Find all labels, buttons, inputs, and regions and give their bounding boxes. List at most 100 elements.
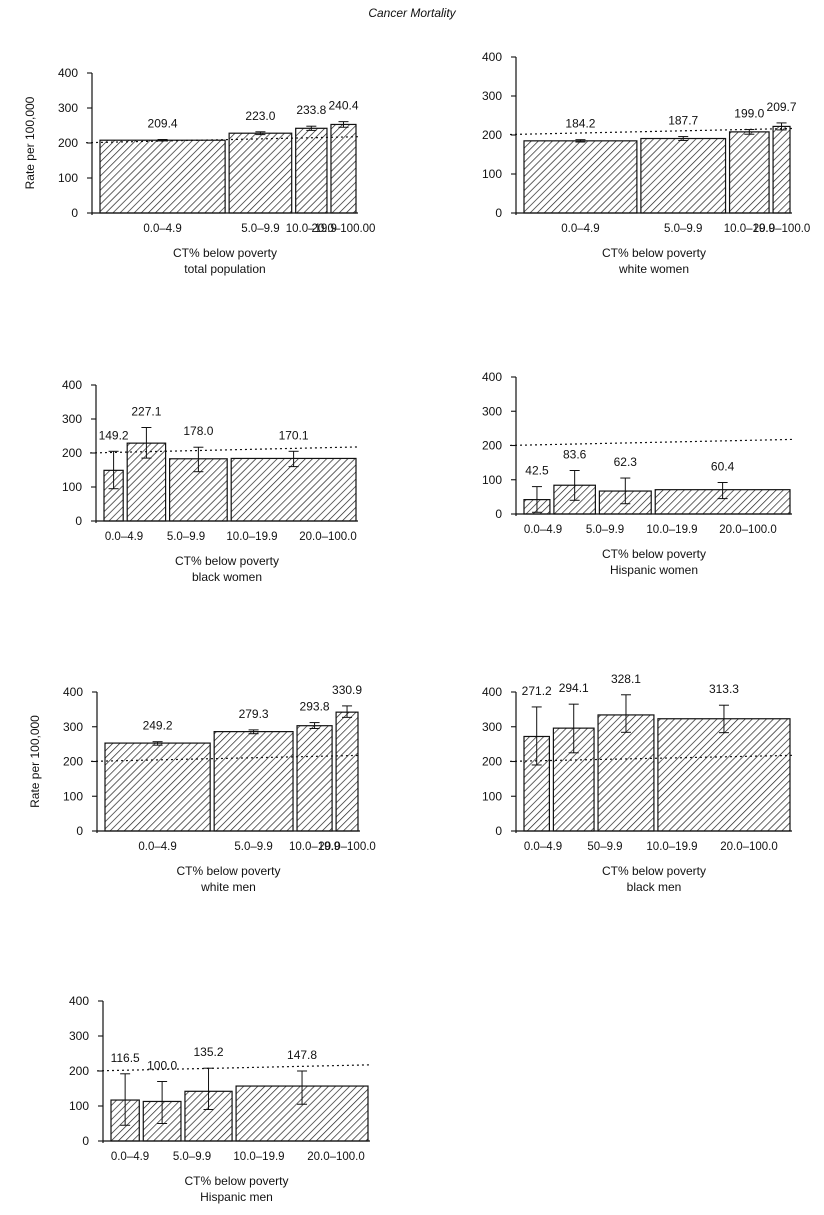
subgroup-label: white women bbox=[618, 262, 689, 276]
x-axis-label: CT% below poverty bbox=[176, 864, 280, 878]
x-tick-label: 10.0–19.9 bbox=[646, 524, 697, 536]
y-tick-label: 400 bbox=[62, 378, 82, 392]
x-tick-label: 0.0–4.9 bbox=[105, 531, 143, 543]
value-label: 184.2 bbox=[565, 117, 595, 131]
reference-line bbox=[97, 1065, 370, 1071]
value-label: 62.3 bbox=[614, 455, 638, 469]
bar-4 bbox=[331, 124, 356, 213]
y-tick-label: 300 bbox=[69, 1029, 89, 1043]
y-tick-label: 100 bbox=[482, 473, 502, 487]
value-label: 100.0 bbox=[147, 1059, 177, 1073]
chart-panel-7: 0100200300400116.5100.0135.2 147.80.0–4.9… bbox=[69, 994, 370, 1204]
value-label: 199.0 bbox=[734, 107, 764, 121]
x-axis-label: CT% below poverty bbox=[175, 554, 279, 568]
x-tick-label: 0.0–4.9 bbox=[111, 1151, 149, 1163]
value-label: 330.9 bbox=[332, 683, 362, 697]
bar-2 bbox=[229, 133, 292, 213]
x-tick-label: 20.0–100.0 bbox=[318, 841, 376, 853]
y-tick-label: 200 bbox=[63, 755, 83, 769]
y-axis-label: Rate per 100,000 bbox=[23, 96, 37, 189]
bar-4 bbox=[336, 712, 358, 831]
y-tick-label: 300 bbox=[482, 89, 502, 103]
x-tick-label: 5.0–9.9 bbox=[234, 841, 272, 853]
y-tick-label: 200 bbox=[482, 755, 502, 769]
value-label: 42.5 bbox=[525, 464, 549, 478]
y-tick-label: 0 bbox=[495, 507, 502, 521]
x-tick-label: 20.0–100.0 bbox=[753, 223, 811, 235]
value-label: 313.3 bbox=[709, 682, 739, 696]
chart-panel-2: 0 100 200 300 400 184.2 187.7 199.0 209.7 0.0–4.9… bbox=[482, 50, 810, 276]
bar-4 bbox=[773, 126, 790, 213]
y-tick-label: 100 bbox=[69, 1099, 89, 1113]
value-label: 249.2 bbox=[143, 719, 173, 733]
chart-panel-4: 0 100 200 300 400 42.5 83.6 62.3 60.4 0.0–4.9 5.0–… bbox=[482, 370, 792, 577]
value-label: 116.5 bbox=[111, 1051, 140, 1065]
value-label: 209.7 bbox=[767, 100, 797, 114]
y-tick-label: 300 bbox=[482, 720, 502, 734]
x-tick-label: 20.0–100.0 bbox=[719, 524, 777, 536]
y-tick-label: 200 bbox=[58, 136, 78, 150]
value-label: 149.2 bbox=[99, 428, 129, 442]
value-label: 178.0 bbox=[183, 424, 213, 438]
value-label: 135.2 bbox=[194, 1045, 224, 1059]
y-tick-label: 300 bbox=[62, 412, 82, 426]
y-tick-label: 400 bbox=[58, 66, 78, 80]
value-label: 240.4 bbox=[328, 99, 358, 113]
y-tick-label: 400 bbox=[482, 685, 502, 699]
y-tick-label: 0 bbox=[495, 206, 502, 220]
x-tick-label: 5.0–9.9 bbox=[173, 1151, 211, 1163]
y-tick-label: 400 bbox=[63, 685, 83, 699]
subgroup-label: black men bbox=[627, 880, 682, 894]
x-axis-label: CT% below poverty bbox=[602, 864, 706, 878]
x-tick-label: 10.0–19.9 bbox=[226, 531, 277, 543]
subgroup-label: white men bbox=[200, 880, 256, 894]
y-axis-label: Rate per 100,000 bbox=[28, 715, 42, 808]
y-tick-label: 100 bbox=[63, 789, 83, 803]
y-tick-label: 0 bbox=[82, 1134, 89, 1148]
x-axis-label: CT% below poverty bbox=[602, 547, 706, 561]
x-tick-label: 5.0–9.9 bbox=[664, 223, 702, 235]
x-tick-label: 20.0–100.0 bbox=[720, 841, 778, 853]
bar-3 bbox=[297, 726, 332, 831]
value-label: 271.2 bbox=[522, 684, 552, 698]
value-label: 83.6 bbox=[563, 448, 587, 462]
value-label: 187.7 bbox=[668, 114, 698, 128]
bar-2 bbox=[641, 139, 726, 213]
x-tick-label: 10.0–19.9 bbox=[233, 1151, 284, 1163]
y-tick-label: 0 bbox=[71, 206, 78, 220]
y-tick-label: 200 bbox=[482, 128, 502, 142]
bar-3 bbox=[296, 128, 327, 213]
x-tick-label: 20.0–100.00 bbox=[312, 223, 376, 235]
x-tick-label: 0.0–4.9 bbox=[561, 223, 599, 235]
y-tick-label: 200 bbox=[482, 439, 502, 453]
bar-4 bbox=[231, 458, 356, 521]
value-label: 328.1 bbox=[611, 672, 641, 686]
bar-3 bbox=[730, 132, 770, 213]
value-label: 223.0 bbox=[245, 109, 275, 123]
x-tick-label: 10.0–19.9 bbox=[646, 841, 697, 853]
x-tick-label: 0.0–4.9 bbox=[524, 841, 562, 853]
y-tick-label: 100 bbox=[482, 789, 502, 803]
x-axis-label: CT% below poverty bbox=[173, 246, 277, 260]
subgroup-label: Hispanic women bbox=[610, 563, 698, 577]
value-label: 294.1 bbox=[559, 681, 589, 695]
bar-1 bbox=[105, 743, 210, 831]
y-tick-label: 0 bbox=[495, 824, 502, 838]
x-tick-label: 0.0–4.9 bbox=[143, 223, 181, 235]
y-tick-label: 0 bbox=[75, 514, 82, 528]
y-tick-label: 200 bbox=[62, 446, 82, 460]
y-tick-label: 0 bbox=[76, 824, 83, 838]
bar-1 bbox=[524, 141, 637, 213]
subgroup-label: total population bbox=[184, 262, 265, 276]
value-label: 227.1 bbox=[131, 405, 161, 419]
x-tick-label: 5.0–9.9 bbox=[241, 223, 279, 235]
y-tick-label: 100 bbox=[482, 167, 502, 181]
value-label: 209.4 bbox=[148, 117, 178, 131]
chart-panel-6: 0 100 200 300 400 271.2 294.1 328.1 313.3 0.0–4.9… bbox=[482, 672, 792, 894]
subgroup-label: Hispanic men bbox=[200, 1190, 273, 1204]
x-tick-label: 50–9.9 bbox=[587, 841, 622, 853]
bar-2 bbox=[214, 732, 293, 831]
y-tick-label: 300 bbox=[58, 101, 78, 115]
